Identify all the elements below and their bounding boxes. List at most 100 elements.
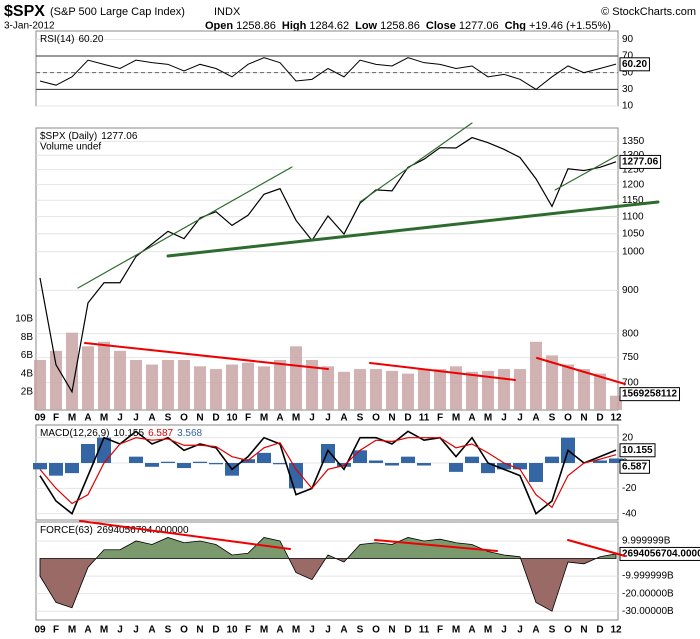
- x-tick-label: O: [564, 625, 572, 636]
- volume-bar: [194, 366, 206, 410]
- x-tick-label: M: [68, 413, 76, 424]
- x-tick-label: M: [100, 625, 108, 636]
- quote-value: 1277.06: [459, 20, 499, 32]
- x-tick-label: A: [532, 625, 539, 636]
- macd-line: [39, 430, 617, 515]
- panel-title-part: FORCE(63): [40, 525, 93, 536]
- quote-label: High: [282, 20, 307, 32]
- trend-line: [79, 520, 291, 550]
- volume-bar: [482, 370, 494, 410]
- volume-bar: [210, 369, 222, 410]
- x-tick-label: J: [517, 413, 523, 424]
- value-box-label: 60.20: [622, 59, 647, 70]
- volume-bar: [610, 395, 622, 410]
- histogram-bar: [49, 463, 63, 476]
- x-tick-label: N: [388, 413, 395, 424]
- volume-bar: [178, 359, 190, 410]
- copyright: © StockCharts.com: [601, 6, 696, 18]
- x-tick-label: M: [260, 625, 268, 636]
- x-tick-label: M: [292, 413, 300, 424]
- histogram-bar: [353, 450, 367, 463]
- x-tick-label: F: [53, 413, 59, 424]
- volume-bar: [434, 369, 446, 410]
- x-tick-label: A: [84, 625, 91, 636]
- trend-line: [166, 200, 660, 258]
- histogram-bar: [417, 463, 431, 466]
- x-tick-label: M: [452, 413, 460, 424]
- panel-title: $SPX (Daily) 1277.06: [40, 131, 138, 142]
- x-tick-label: D: [596, 413, 603, 424]
- x-tick-label: D: [404, 625, 411, 636]
- y-tick-label: 10: [622, 101, 634, 112]
- trend-line: [369, 362, 516, 381]
- histogram-bar: [209, 463, 223, 465]
- y-tick-label: 1150: [622, 195, 644, 206]
- x-tick-label: A: [532, 413, 539, 424]
- quote-value: 1284.62: [309, 20, 349, 32]
- index-name: (S&P 500 Large Cap Index): [50, 6, 185, 18]
- x-tick-label: S: [357, 625, 364, 636]
- x-tick-label: D: [212, 625, 219, 636]
- panel-title-part: $SPX (Daily): [40, 131, 97, 142]
- x-tick-label: A: [340, 413, 347, 424]
- x-tick-label: M: [292, 625, 300, 636]
- x-tick-label: J: [309, 625, 315, 636]
- x-tick-label: O: [564, 413, 572, 424]
- y-tick-label: 4B: [21, 368, 34, 379]
- panel-frame: [35, 424, 619, 521]
- x-tick-label: J: [325, 413, 331, 424]
- y-tick-label: 800: [622, 328, 639, 339]
- x-tick-label: A: [468, 625, 475, 636]
- x-tick-label: M: [68, 625, 76, 636]
- y-tick-label: 1350: [622, 136, 645, 147]
- volume-bar: [386, 370, 398, 410]
- value-box: [619, 57, 650, 72]
- x-tick-label: 11: [419, 413, 430, 424]
- x-tick-label: 10: [226, 625, 238, 636]
- x-tick-label: N: [580, 625, 587, 636]
- x-tick-label: 09: [34, 625, 46, 636]
- y-tick-label: -20.00000B: [622, 588, 674, 599]
- x-tick-label: S: [549, 413, 556, 424]
- histogram-bar: [513, 463, 527, 470]
- y-tick-label: 1200: [622, 179, 645, 190]
- volume-bar: [98, 341, 110, 410]
- x-tick-label: N: [196, 413, 203, 424]
- volume-bar: [34, 359, 46, 410]
- trend-line: [374, 539, 498, 552]
- x-tick-label: N: [388, 625, 395, 636]
- panel-title: RSI(14) 60.20: [40, 34, 104, 45]
- x-tick-label: J: [501, 625, 507, 636]
- volume-title: Volume undef: [40, 142, 101, 153]
- histogram-bar: [177, 463, 191, 469]
- histogram-bar: [33, 463, 47, 470]
- value-box-label: 10.155: [622, 445, 653, 456]
- exchange: INDX: [214, 6, 241, 18]
- volume-bar: [162, 359, 174, 410]
- panel-title-part: 60.20: [78, 34, 103, 45]
- trend-line: [536, 357, 626, 385]
- x-tick-label: S: [549, 625, 556, 636]
- quote-value: 1258.86: [236, 20, 276, 32]
- volume-bar: [306, 359, 318, 410]
- trend-lines: [77, 122, 660, 557]
- y-tick-label: 90: [622, 34, 634, 45]
- volume-bar: [290, 346, 302, 410]
- x-tick-label: N: [196, 625, 203, 636]
- panel-title-part: 10.155: [113, 428, 144, 439]
- value-box: [619, 443, 656, 458]
- x-tick-label: J: [117, 625, 123, 636]
- histogram-bar: [481, 463, 495, 474]
- y-tick-label: 50: [622, 67, 634, 78]
- x-tick-label: J: [325, 625, 331, 636]
- histogram-bar: [257, 452, 271, 463]
- value-box-label: 1277.06: [622, 156, 659, 167]
- rsi-line: [39, 57, 617, 90]
- panel-title-part: RSI(14): [40, 34, 74, 45]
- histogram-bar: [241, 459, 255, 463]
- x-tick-label: D: [212, 413, 219, 424]
- x-tick-label: A: [276, 625, 283, 636]
- volume-bar: [226, 364, 238, 410]
- volume-bar: [514, 369, 526, 410]
